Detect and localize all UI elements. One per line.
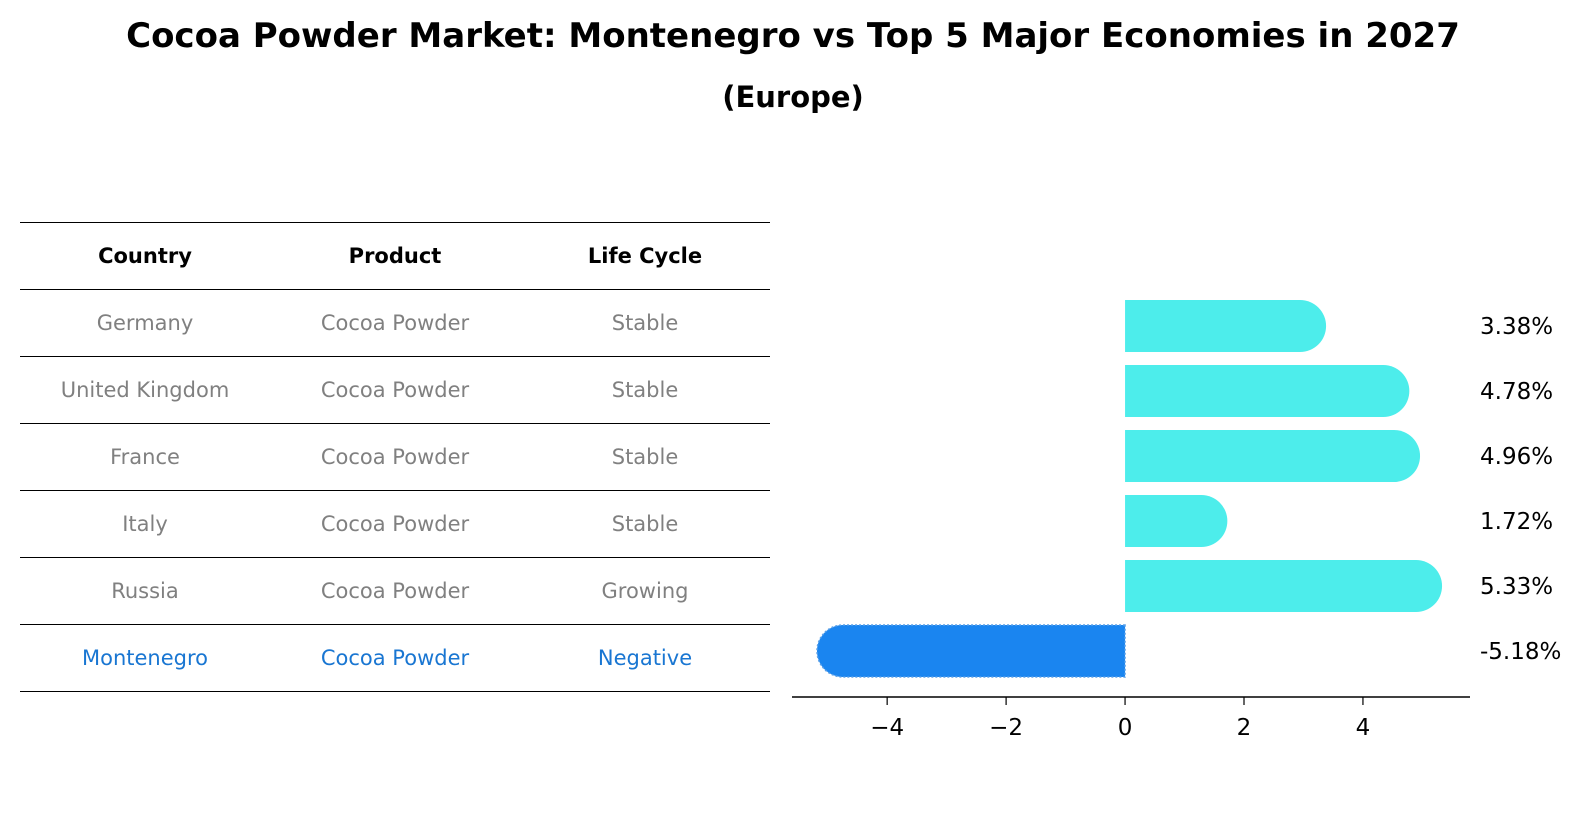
table-row: Russia Cocoa Powder Growing: [20, 557, 770, 624]
data-label: 4.96%: [1480, 444, 1553, 470]
data-label: -5.18%: [1480, 639, 1561, 665]
table-row: France Cocoa Powder Stable: [20, 423, 770, 490]
cell-life-cycle: Stable: [611, 445, 679, 469]
bar-russia: [1125, 560, 1443, 612]
data-label: 4.78%: [1480, 379, 1553, 405]
x-tick-label: 2: [1237, 715, 1252, 741]
header-country: Country: [98, 244, 192, 268]
bar-france: [1125, 430, 1421, 482]
cell-life-cycle: Stable: [611, 378, 679, 402]
cell-life-cycle: Stable: [611, 512, 679, 536]
data-table: Country Product Life Cycle Germany Cocoa…: [20, 222, 770, 692]
cell-life-cycle: Negative: [597, 646, 693, 670]
data-label: 3.38%: [1480, 314, 1553, 340]
cell-life-cycle: Stable: [611, 311, 679, 335]
chart-subtitle: (Europe): [722, 80, 864, 114]
cell-product: Cocoa Powder: [320, 512, 470, 536]
table-row: Italy Cocoa Powder Stable: [20, 490, 770, 557]
cell-life-cycle: Growing: [601, 579, 689, 603]
cell-product: Cocoa Powder: [320, 579, 470, 603]
cell-country: United Kingdom: [60, 378, 230, 402]
cell-product: Cocoa Powder: [320, 445, 470, 469]
x-tick-label: 0: [1118, 715, 1133, 741]
x-tick-label: −4: [870, 715, 904, 741]
cell-product: Cocoa Powder: [320, 646, 470, 670]
bar-italy: [1125, 495, 1228, 547]
header-life-cycle: Life Cycle: [587, 244, 703, 268]
cell-product: Cocoa Powder: [320, 378, 470, 402]
cell-product: Cocoa Powder: [320, 311, 470, 335]
data-label: 1.72%: [1480, 509, 1553, 535]
bar-montenegro: [816, 624, 1126, 678]
table-header-row: Country Product Life Cycle: [20, 222, 770, 289]
data-label: 5.33%: [1480, 574, 1553, 600]
header-product: Product: [348, 244, 442, 268]
cell-country: Germany: [96, 311, 194, 335]
cell-country: Russia: [111, 579, 179, 603]
bar-germany: [1125, 300, 1327, 352]
table-row-highlight: Montenegro Cocoa Powder Negative: [20, 624, 770, 692]
cell-country: Italy: [122, 512, 168, 536]
cell-country: Montenegro: [81, 646, 208, 670]
table-row: United Kingdom Cocoa Powder Stable: [20, 356, 770, 423]
cell-country: France: [110, 445, 180, 469]
bar-united-kingdom: [1125, 365, 1410, 417]
x-tick-label: −2: [989, 715, 1023, 741]
table-row: Germany Cocoa Powder Stable: [20, 289, 770, 356]
x-tick-label: 4: [1356, 715, 1371, 741]
chart-title: Cocoa Powder Market: Montenegro vs Top 5…: [126, 16, 1460, 56]
